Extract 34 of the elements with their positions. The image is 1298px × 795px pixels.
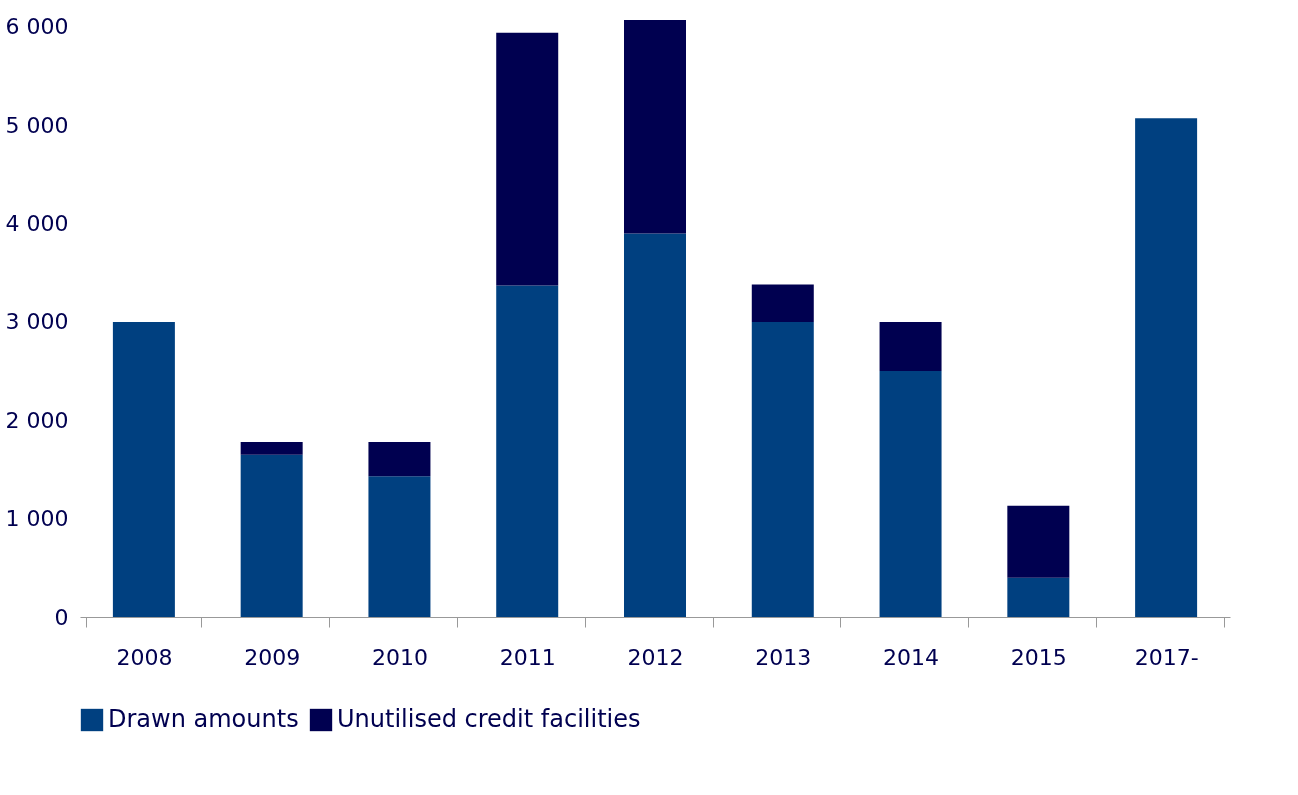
bar	[1007, 505, 1070, 578]
y-tick-label: 2 000	[5, 407, 69, 433]
x-tick-label: 2014	[883, 644, 940, 670]
y-tick-label: 6 000	[5, 14, 69, 40]
y-tick-label: 0	[54, 604, 69, 630]
bar	[879, 321, 942, 372]
x-tick-label: 2012	[627, 644, 684, 670]
bar	[1007, 577, 1070, 617]
x-tick-label: 2010	[371, 644, 428, 670]
bar	[240, 454, 303, 617]
x-tick-label: 2015	[1010, 644, 1067, 670]
y-tick-label: 5 000	[5, 112, 69, 138]
y-tick-label: 4 000	[5, 211, 69, 237]
y-tick-label: 1 000	[5, 506, 69, 532]
bar	[624, 233, 686, 617]
x-tick-label: 2013	[755, 644, 812, 670]
y-tick-label: 3 000	[5, 309, 69, 335]
x-tick-label: 2009	[244, 644, 301, 670]
legend-label: Unutilised credit facilities	[337, 705, 641, 733]
bar	[368, 441, 431, 477]
bar	[496, 285, 559, 617]
x-tick-label: 2008	[116, 644, 173, 670]
bar	[879, 371, 942, 617]
bar	[751, 284, 814, 322]
bar	[624, 19, 686, 234]
bar	[751, 321, 814, 617]
legend-label: Drawn amounts	[108, 705, 299, 733]
bar	[112, 321, 175, 617]
bar	[496, 32, 559, 286]
x-tick-label: 2017-	[1134, 644, 1199, 670]
x-tick-label: 2011	[499, 644, 556, 670]
bar	[1135, 118, 1198, 617]
bar	[240, 441, 303, 455]
bar	[368, 476, 431, 617]
